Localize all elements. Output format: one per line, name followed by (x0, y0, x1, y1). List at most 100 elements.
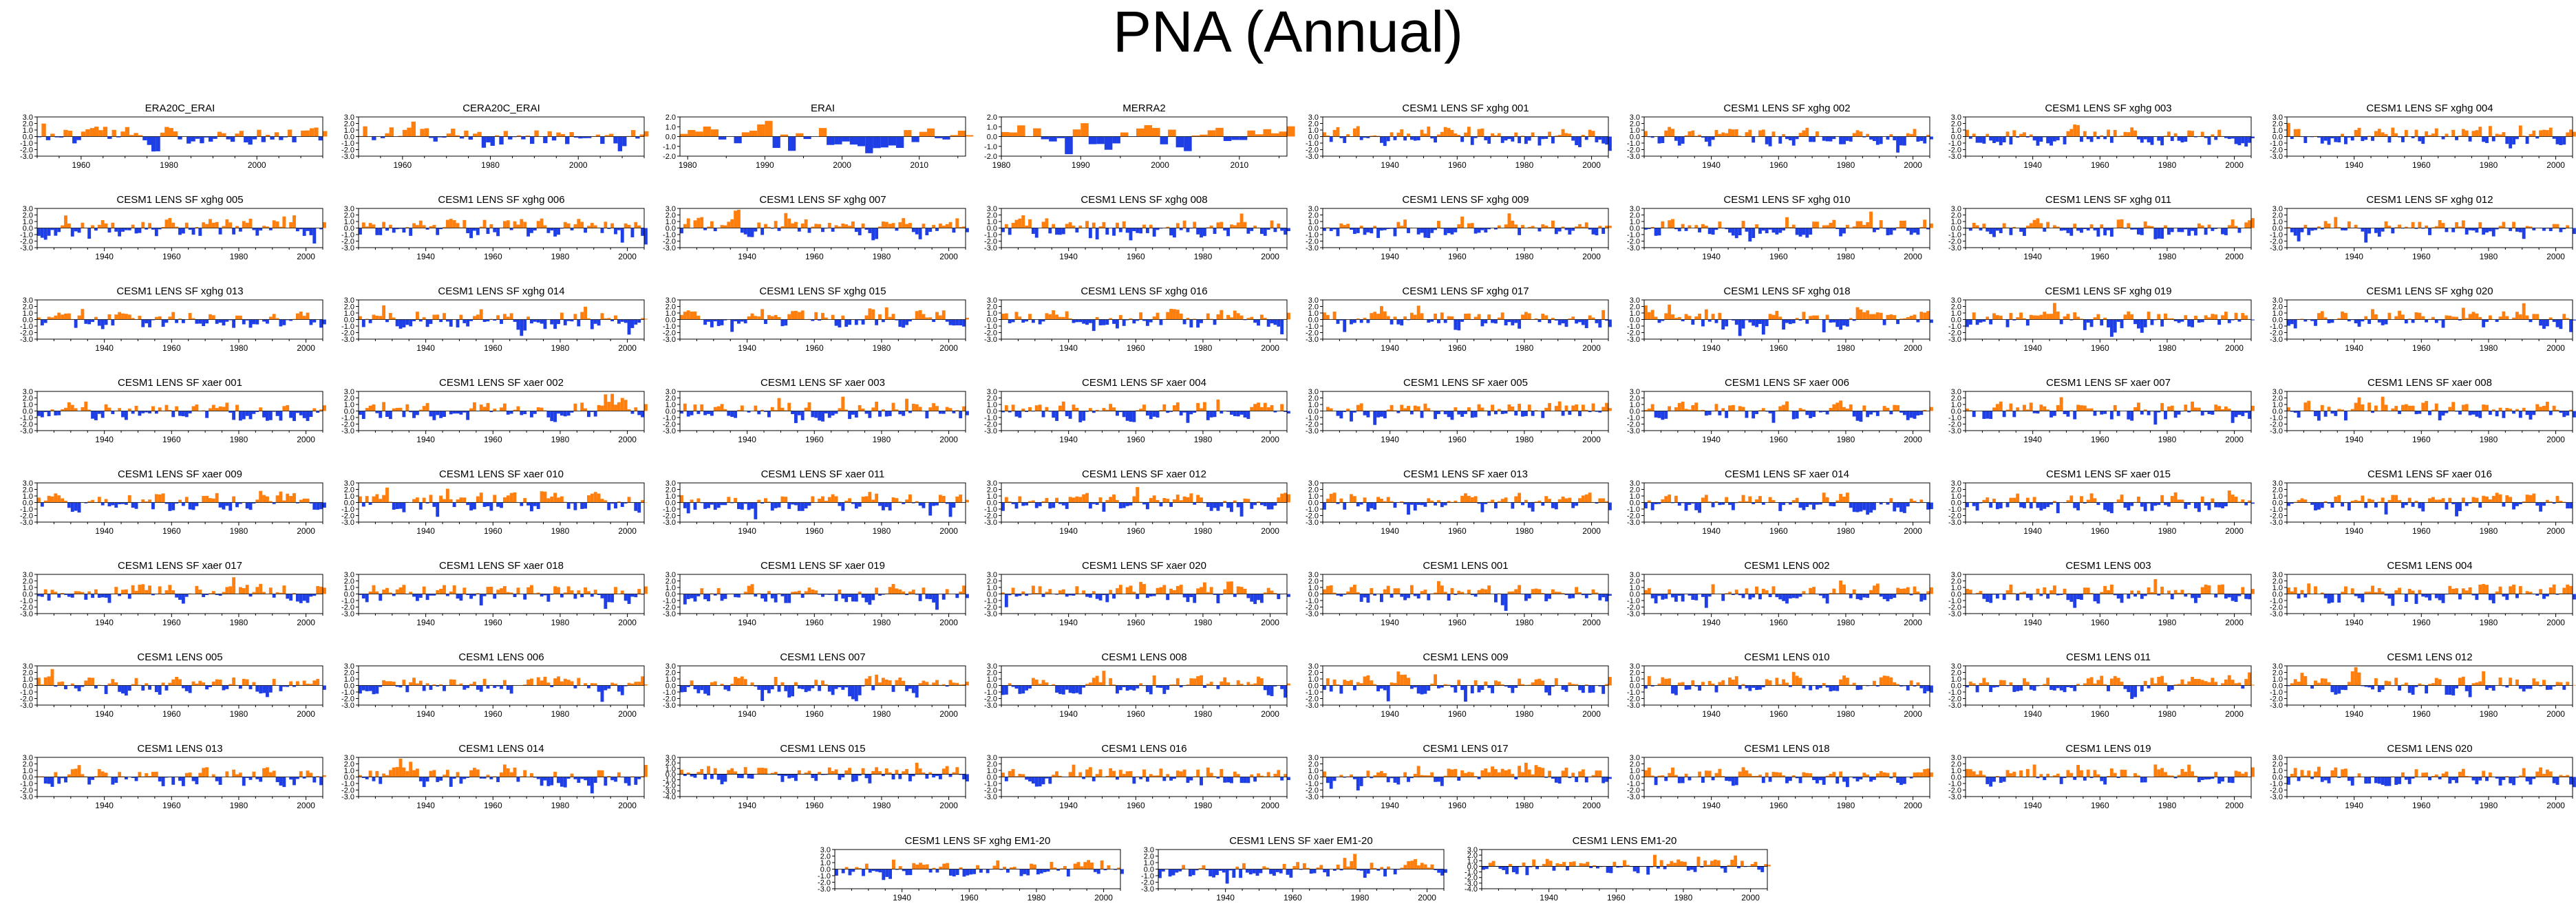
negative-anomaly-bar (902, 319, 906, 328)
positive-anomaly-bar (392, 317, 396, 320)
positive-anomaly-bar (2509, 409, 2513, 411)
positive-anomaly-bar (2056, 311, 2060, 320)
positive-anomaly-bar (1718, 221, 1722, 228)
negative-anomaly-bar (530, 228, 533, 233)
negative-anomaly-bar (248, 502, 253, 510)
positive-anomaly-bar (1473, 316, 1478, 320)
negative-anomaly-bar (361, 502, 365, 507)
negative-anomaly-bar (1893, 136, 1897, 141)
negative-anomaly-bar (225, 319, 229, 322)
negative-anomaly-bar (1731, 319, 1735, 321)
y-tick-label: 2.0 (666, 113, 676, 122)
positive-anomaly-bar (1339, 223, 1343, 228)
positive-anomaly-bar (379, 499, 383, 503)
negative-anomaly-bar (814, 411, 818, 418)
y-tick-label: -3.0 (984, 336, 997, 344)
negative-anomaly-bar (200, 136, 204, 144)
positive-anomaly-bar (1866, 310, 1870, 320)
negative-anomaly-bar (295, 411, 299, 413)
positive-anomaly-bar (1464, 314, 1467, 320)
negative-anomaly-bar (2327, 136, 2331, 145)
positive-anomaly-bar (89, 128, 94, 137)
negative-anomaly-bar (1359, 136, 1363, 140)
negative-anomaly-bar (425, 228, 429, 230)
negative-anomaly-bar (1277, 319, 1281, 327)
negative-anomaly-bar (1112, 319, 1116, 324)
positive-anomaly-bar (1839, 494, 1843, 503)
x-tick-label: 1940 (1702, 252, 1721, 261)
positive-anomaly-bar (966, 135, 974, 137)
negative-anomaly-bar (610, 319, 615, 321)
positive-anomaly-bar (2518, 314, 2522, 320)
positive-anomaly-bar (2475, 313, 2479, 320)
positive-anomaly-bar (1714, 129, 1718, 137)
negative-anomaly-bar (597, 319, 601, 326)
negative-anomaly-bar (948, 502, 952, 517)
negative-anomaly-bar (1916, 319, 1920, 323)
positive-anomaly-bar (1829, 408, 1833, 411)
negative-anomaly-bar (831, 228, 835, 232)
positive-anomaly-bar (1072, 497, 1076, 503)
positive-anomaly-bar (1591, 403, 1595, 411)
positive-anomaly-bar (905, 398, 908, 411)
positive-anomaly-bar (1855, 307, 1860, 320)
positive-anomaly-bar (77, 591, 81, 594)
negative-anomaly-bar (2150, 502, 2154, 511)
negative-anomaly-bar (1778, 228, 1782, 233)
negative-anomaly-bar (2133, 228, 2137, 230)
positive-anomaly-bar (2036, 315, 2040, 320)
positive-anomaly-bar (1420, 129, 1424, 137)
negative-anomaly-bar (1122, 319, 1126, 326)
positive-anomaly-bar (1437, 134, 1440, 137)
y-tick-label: 3.0 (344, 388, 354, 396)
y-tick-label: -1.0 (20, 323, 33, 331)
negative-anomaly-bar (543, 136, 548, 144)
positive-anomaly-bar (938, 315, 942, 320)
negative-anomaly-bar (1714, 319, 1718, 323)
positive-anomaly-bar (509, 493, 513, 503)
positive-anomaly-bar (118, 408, 122, 411)
positive-anomaly-bar (1822, 225, 1826, 228)
negative-anomaly-bar (2293, 319, 2297, 329)
positive-anomaly-bar (64, 215, 67, 228)
negative-anomaly-bar (2411, 136, 2415, 138)
negative-anomaly-bar (1132, 228, 1136, 232)
positive-anomaly-bar (1152, 316, 1156, 320)
positive-anomaly-bar (242, 221, 246, 228)
positive-anomaly-bar (683, 224, 687, 228)
positive-anomaly-bar (1809, 316, 1813, 320)
positive-anomaly-bar (127, 408, 131, 411)
negative-anomaly-bar (1875, 228, 1880, 230)
negative-anomaly-bar (2147, 411, 2151, 415)
positive-anomaly-bar (1842, 496, 1846, 503)
positive-anomaly-bar (489, 224, 493, 228)
negative-anomaly-bar (2180, 136, 2184, 143)
positive-anomaly-bar (624, 223, 628, 228)
positive-anomaly-bar (614, 315, 617, 320)
positive-anomaly-bar (864, 496, 869, 503)
positive-anomaly-bar (2076, 125, 2080, 137)
negative-anomaly-bar (2290, 228, 2294, 233)
panel: CESM1 LENS SF xghg 020-3.0-2.0-1.00.01.0… (2270, 285, 2576, 353)
negative-anomaly-bar (2562, 136, 2566, 145)
positive-anomaly-bar (74, 591, 78, 594)
x-tick-label: 1980 (2158, 526, 2177, 536)
negative-anomaly-bar (1889, 228, 1893, 235)
negative-anomaly-bar (770, 502, 774, 511)
positive-anomaly-bar (905, 224, 908, 228)
negative-anomaly-bar (1752, 136, 1756, 143)
negative-anomaly-bar (1835, 319, 1840, 327)
negative-anomaly-bar (2109, 228, 2114, 237)
negative-anomaly-bar (2096, 136, 2100, 140)
negative-anomaly-bar (1752, 411, 1756, 419)
positive-anomaly-bar (627, 224, 631, 228)
positive-anomaly-bar (1561, 226, 1565, 228)
negative-anomaly-bar (508, 136, 513, 140)
negative-anomaly-bar (797, 228, 801, 232)
positive-anomaly-bar (1038, 404, 1042, 411)
negative-anomaly-bar (312, 319, 317, 323)
positive-anomaly-bar (134, 590, 138, 594)
negative-anomaly-bar (2066, 228, 2070, 233)
positive-anomaly-bar (61, 314, 65, 320)
positive-anomaly-bar (1175, 223, 1180, 228)
